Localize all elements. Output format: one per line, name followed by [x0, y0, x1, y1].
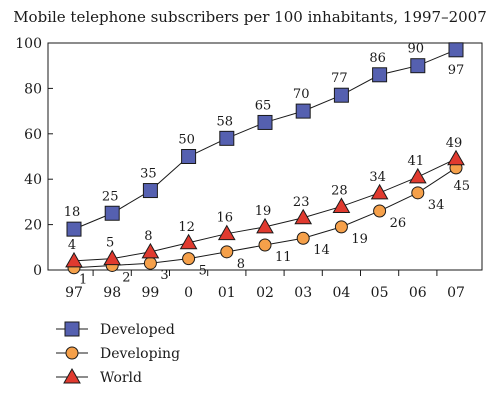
data-point-world: [103, 249, 122, 266]
data-point-developing: [296, 231, 310, 245]
y-tick-label: 80: [24, 81, 42, 97]
data-label-developed: 86: [369, 51, 386, 66]
y-tick-label: 20: [24, 218, 42, 234]
data-label-developing: 2: [122, 270, 130, 285]
data-point-developed: [295, 103, 311, 119]
plot-area-frame: [47, 42, 483, 271]
data-point-world: [294, 208, 313, 225]
legend-label-world: World: [100, 370, 142, 386]
data-point-developed: [66, 221, 82, 237]
x-tick-label: 98: [103, 285, 121, 301]
data-point-developed: [372, 67, 388, 83]
data-label-world: 49: [446, 136, 463, 151]
data-label-developing: 45: [453, 179, 470, 194]
data-point-developed: [104, 205, 120, 221]
data-point-developing: [411, 186, 425, 200]
data-point-world: [447, 149, 465, 166]
data-point-world: [332, 197, 351, 213]
x-tick-label: 04: [332, 285, 350, 301]
data-label-developed: 77: [331, 71, 348, 86]
data-label-developed: 25: [102, 189, 119, 204]
x-tick-label: 07: [447, 285, 465, 301]
data-label-developed: 50: [178, 133, 195, 148]
chart-title: Mobile telephone subscribers per 100 inh…: [13, 8, 487, 26]
data-label-developing: 1: [79, 273, 87, 288]
data-label-developing: 3: [160, 268, 168, 283]
legend-marker-developing: [65, 346, 79, 360]
x-tick-label: 02: [256, 285, 274, 301]
x-tick-label: 03: [294, 285, 312, 301]
data-point-developed: [142, 183, 158, 199]
data-label-world: 16: [217, 211, 234, 226]
data-point-developing: [220, 245, 234, 259]
y-tick-label: 100: [15, 36, 42, 52]
data-label-developed: 35: [140, 167, 157, 182]
legend-label-developing: Developing: [100, 346, 180, 362]
x-tick-label: 05: [371, 285, 389, 301]
legend-label-developed: Developed: [100, 322, 175, 338]
y-tick-label: 40: [24, 172, 42, 188]
data-label-developed: 18: [64, 205, 81, 220]
data-label-world: 4: [68, 238, 76, 253]
data-point-world: [408, 167, 427, 184]
data-label-developing: 5: [199, 264, 207, 279]
data-point-world: [370, 183, 389, 200]
data-label-developed: 97: [448, 63, 465, 78]
x-tick-label: 01: [218, 285, 236, 301]
data-label-world: 12: [178, 220, 195, 235]
x-tick-label: 97: [65, 285, 83, 301]
data-label-developed: 70: [293, 87, 310, 102]
data-point-developing: [143, 256, 157, 270]
data-label-developing: 19: [351, 232, 368, 247]
data-point-developed: [257, 114, 273, 130]
data-label-world: 34: [369, 170, 386, 185]
data-label-developing: 8: [237, 257, 245, 272]
data-point-world: [179, 233, 198, 250]
legend-marker-world: [63, 367, 81, 384]
data-label-world: 41: [408, 154, 425, 169]
data-point-developing: [334, 220, 348, 234]
data-label-world: 8: [144, 229, 152, 244]
data-label-developing: 14: [313, 243, 330, 258]
data-point-developing: [373, 204, 387, 218]
data-point-developing: [182, 252, 196, 266]
data-point-developed: [410, 58, 426, 74]
data-point-developing: [258, 238, 272, 252]
data-label-developed: 58: [217, 114, 234, 129]
data-point-world: [256, 217, 274, 234]
data-label-developed: 90: [408, 42, 425, 57]
y-tick-label: 60: [24, 127, 42, 143]
data-point-developed: [448, 42, 464, 58]
data-label-developing: 11: [275, 250, 292, 265]
data-point-developed: [219, 130, 235, 146]
data-point-developed: [333, 87, 349, 103]
x-tick-label: 06: [409, 285, 427, 301]
x-tick-label: 0: [184, 285, 193, 301]
data-label-developing: 26: [390, 216, 407, 231]
data-point-world: [141, 242, 160, 259]
data-label-world: 28: [331, 183, 348, 198]
data-label-world: 19: [255, 204, 272, 219]
x-tick-label: 99: [141, 285, 159, 301]
y-tick-label: 0: [33, 263, 42, 279]
data-point-world: [65, 251, 83, 268]
data-label-developing: 34: [428, 198, 445, 213]
data-label-world: 23: [293, 195, 310, 210]
data-label-world: 5: [106, 236, 114, 251]
legend-marker-developed: [64, 321, 80, 337]
data-label-developed: 65: [255, 98, 272, 113]
data-point-world: [217, 224, 236, 241]
data-point-developed: [181, 149, 197, 164]
